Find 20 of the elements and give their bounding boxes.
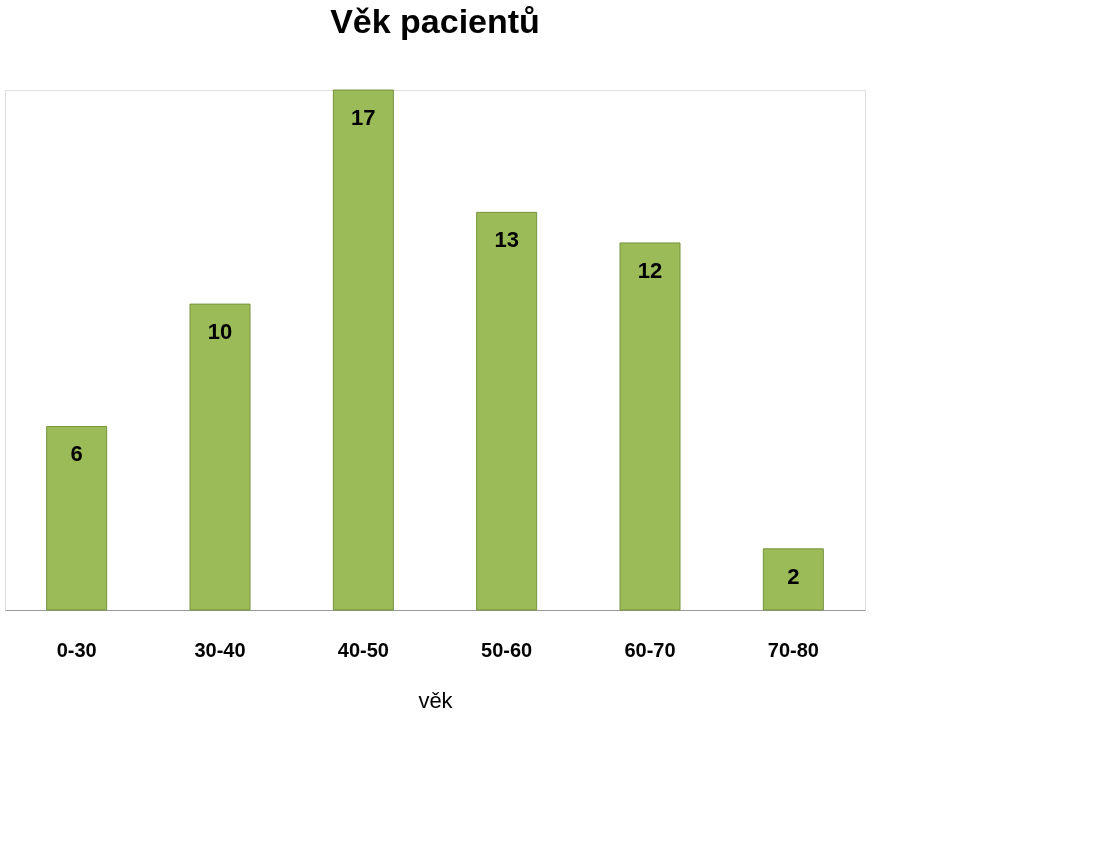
data-label: 6 — [70, 441, 83, 467]
x-tick-label: 0-30 — [56, 638, 97, 661]
bar — [189, 303, 251, 611]
data-label: 10 — [207, 319, 233, 345]
bar — [619, 242, 681, 611]
data-label: 17 — [351, 105, 376, 130]
x-tick-label: 40-50 — [337, 638, 389, 661]
bar — [476, 211, 538, 611]
chart-title: Věk pacientů — [330, 1, 540, 40]
x-tick-label: 60-70 — [624, 638, 676, 661]
data-label: 2 — [787, 563, 800, 589]
x-tick-label: 50-60 — [481, 638, 533, 661]
x-tick-label: 70-80 — [767, 638, 819, 661]
x-axis-title: věk — [418, 687, 454, 713]
bar — [332, 89, 394, 611]
data-label: 12 — [637, 257, 663, 283]
data-label: 13 — [494, 227, 519, 253]
x-tick-label: 30-40 — [194, 638, 246, 661]
bar — [762, 548, 824, 611]
bar — [46, 425, 108, 611]
